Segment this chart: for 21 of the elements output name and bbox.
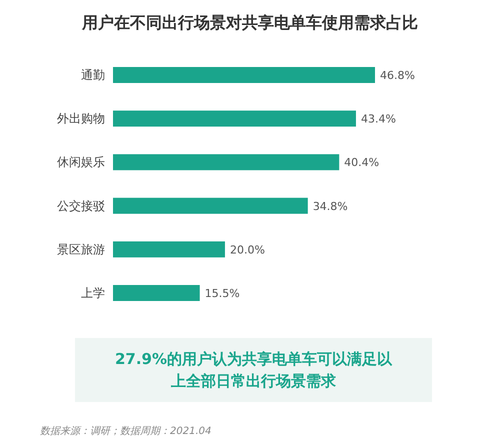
bar xyxy=(113,241,225,258)
data-label: 20.0% xyxy=(230,243,265,256)
data-label: 34.8% xyxy=(312,200,348,213)
bar xyxy=(113,198,308,214)
data-label: 43.4% xyxy=(360,112,396,126)
chart-title: 用户在不同出行场景对共享电单车使用需求占比 xyxy=(81,13,418,32)
y-tick-label: 通勤 xyxy=(81,68,105,82)
text: 27.9%的用户认为共享电单车可以满足以上全部日常出行场景需求 xyxy=(114,349,394,392)
y-tick-label: 外出购物 xyxy=(57,112,105,126)
bar xyxy=(113,67,375,83)
y-tick-label: 公交接驳 xyxy=(57,198,105,213)
y-tick-label: 上学 xyxy=(81,286,105,300)
data-label: 40.4% xyxy=(344,156,380,170)
data-label: 46.8% xyxy=(380,69,415,82)
bar xyxy=(113,285,200,301)
y-tick-label: 景区旅游 xyxy=(57,242,105,256)
bar xyxy=(113,110,356,127)
bar xyxy=(113,154,340,170)
source-note: 数据来源：调研；数据周期：2021.04 xyxy=(40,424,212,438)
y-tick-label: 休闲娱乐 xyxy=(57,155,105,170)
data-label: 15.5% xyxy=(204,287,240,300)
